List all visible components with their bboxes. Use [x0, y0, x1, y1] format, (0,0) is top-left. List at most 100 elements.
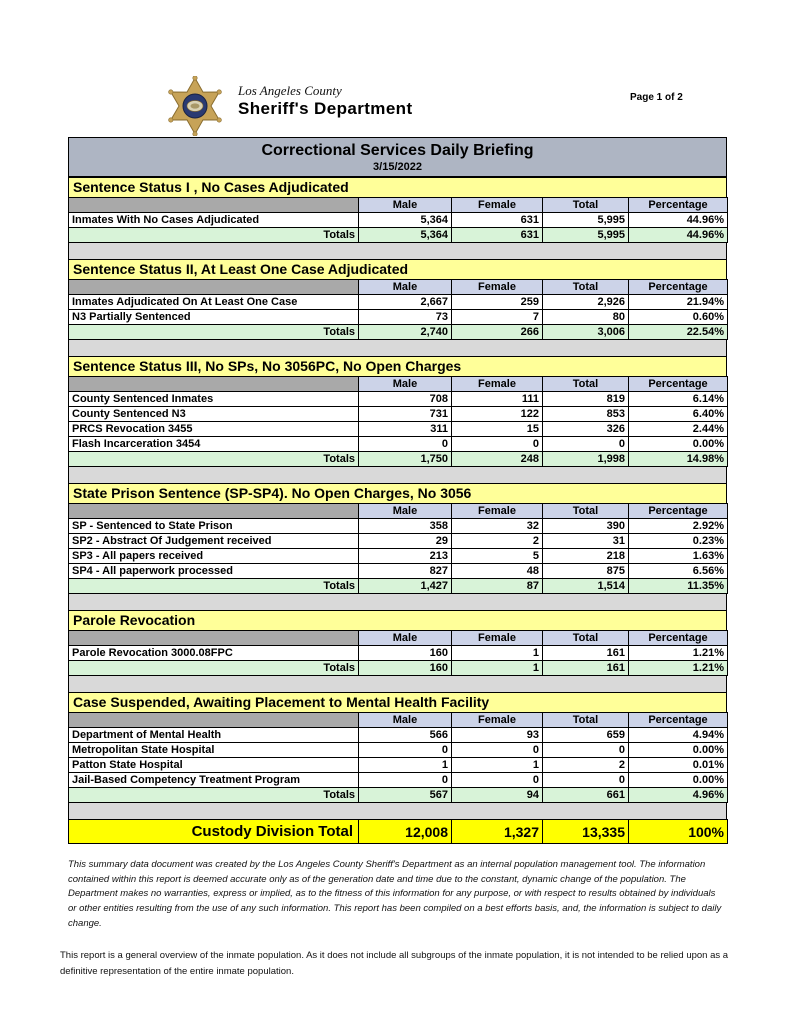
totals-value: 1,427: [358, 578, 452, 594]
row-value: 160: [358, 645, 452, 661]
column-header-row: Male Female Total Percentage: [68, 197, 728, 213]
row-value: 0.00%: [628, 436, 728, 452]
table-row: Inmates With No Cases Adjudicated 5,364 63…: [68, 212, 728, 228]
row-value: 0.00%: [628, 742, 728, 758]
table-row: SP2 - Abstract Of Judgement received 29 2 3…: [68, 533, 728, 549]
totals-value: 4.96%: [628, 787, 728, 803]
row-value: 122: [451, 406, 543, 422]
totals-value: 44.96%: [628, 227, 728, 243]
row-value: 31: [542, 533, 629, 549]
row-value: 0.60%: [628, 309, 728, 325]
report-date: 3/15/2022: [373, 161, 422, 173]
totals-row: Totals 160 1 161 1.21%: [68, 660, 728, 676]
header-spacer-cell: [68, 376, 359, 392]
row-value: 4.94%: [628, 727, 728, 743]
agency-department-line: Sheriff's Department: [238, 99, 413, 118]
row-value: 0.00%: [628, 772, 728, 788]
totals-value: 248: [451, 451, 543, 467]
section-table: Male Female Total Percentage Department of M…: [68, 712, 728, 803]
totals-value: 87: [451, 578, 543, 594]
row-value: 2,667: [358, 294, 452, 310]
totals-value: 2,740: [358, 324, 452, 340]
row-value: 0: [542, 436, 629, 452]
section-title: Parole Revocation: [68, 610, 727, 630]
overview-note: This report is a general overview of the…: [60, 950, 729, 978]
header-spacer-cell: [68, 197, 359, 213]
totals-value: 266: [451, 324, 543, 340]
row-value: 708: [358, 391, 452, 407]
grand-total-value: 12,008: [358, 819, 452, 844]
totals-value: 5,995: [542, 227, 629, 243]
column-header: Female: [451, 712, 543, 728]
row-label: SP2 - Abstract Of Judgement received: [68, 533, 359, 549]
column-header: Female: [451, 630, 543, 646]
row-value: 819: [542, 391, 629, 407]
row-value: 326: [542, 421, 629, 437]
row-value: 358: [358, 518, 452, 534]
header-spacer-cell: [68, 630, 359, 646]
grand-total-label: Custody Division Total: [68, 819, 359, 844]
table-row: Patton State Hospital 1 1 2 0.01%: [68, 757, 728, 773]
agency-name-block: Los Angeles County Sheriff's Department: [238, 83, 413, 119]
section-table: Male Female Total Percentage SP - Sentenced …: [68, 503, 728, 594]
column-header-row: Male Female Total Percentage: [68, 712, 728, 728]
totals-value: 1,750: [358, 451, 452, 467]
row-value: 827: [358, 563, 452, 579]
totals-label: Totals: [68, 660, 359, 676]
row-label: Parole Revocation 3000.08FPC: [68, 645, 359, 661]
table-row: N3 Partially Sentenced 73 7 80 0.60%: [68, 309, 728, 325]
row-value: 0: [542, 772, 629, 788]
report-sections: Sentence Status I , No Cases Adjudicated…: [68, 177, 728, 844]
header-spacer-cell: [68, 279, 359, 295]
row-label: Jail-Based Competency Treatment Program: [68, 772, 359, 788]
totals-label: Totals: [68, 227, 359, 243]
column-header: Percentage: [628, 197, 728, 213]
table-row: Inmates Adjudicated On At Least One Case…: [68, 294, 728, 310]
row-value: 93: [451, 727, 543, 743]
table-row: County Sentenced N3 731 122 853 6.40%: [68, 406, 728, 422]
section-spacer: [68, 676, 727, 692]
row-value: 0: [451, 436, 543, 452]
table-row: Jail-Based Competency Treatment Program 0…: [68, 772, 728, 788]
row-value: 0.23%: [628, 533, 728, 549]
totals-value: 161: [542, 660, 629, 676]
totals-row: Totals 567 94 661 4.96%: [68, 787, 728, 803]
row-value: 161: [542, 645, 629, 661]
column-header: Total: [542, 279, 629, 295]
column-header: Female: [451, 503, 543, 519]
row-value: 80: [542, 309, 629, 325]
row-value: 0: [358, 742, 452, 758]
header-spacer-cell: [68, 712, 359, 728]
totals-value: 160: [358, 660, 452, 676]
totals-row: Totals 5,364 631 5,995 44.96%: [68, 227, 728, 243]
sheriff-badge-logo: [164, 75, 226, 137]
row-value: 5,364: [358, 212, 452, 228]
row-value: 853: [542, 406, 629, 422]
row-label: County Sentenced N3: [68, 406, 359, 422]
row-value: 1: [358, 757, 452, 773]
totals-value: 1,998: [542, 451, 629, 467]
report-title-bar: Correctional Services Daily Briefing 3/1…: [68, 137, 727, 177]
column-header: Percentage: [628, 279, 728, 295]
row-value: 0: [358, 772, 452, 788]
column-header: Male: [358, 376, 452, 392]
totals-value: 14.98%: [628, 451, 728, 467]
row-label: Flash Incarceration 3454: [68, 436, 359, 452]
totals-label: Totals: [68, 578, 359, 594]
report-table: Correctional Services Daily Briefing 3/1…: [68, 137, 728, 844]
row-value: 1: [451, 645, 543, 661]
totals-value: 1.21%: [628, 660, 728, 676]
sheriff-star-icon: [168, 75, 222, 137]
column-header-row: Male Female Total Percentage: [68, 503, 728, 519]
column-header: Female: [451, 279, 543, 295]
agency-county-line: Los Angeles County: [238, 83, 342, 98]
grand-total-table: Custody Division Total 12,008 1,327 13,335 1…: [68, 819, 728, 844]
column-header: Total: [542, 503, 629, 519]
column-header: Male: [358, 630, 452, 646]
disclaimer-text: This summary data document was created b…: [68, 859, 722, 929]
row-value: 73: [358, 309, 452, 325]
section-spacer: [68, 340, 727, 356]
table-row: SP3 - All papers received 213 5 218 1.63%: [68, 548, 728, 564]
row-label: County Sentenced Inmates: [68, 391, 359, 407]
section-title: Sentence Status III, No SPs, No 3056PC, …: [68, 356, 727, 376]
